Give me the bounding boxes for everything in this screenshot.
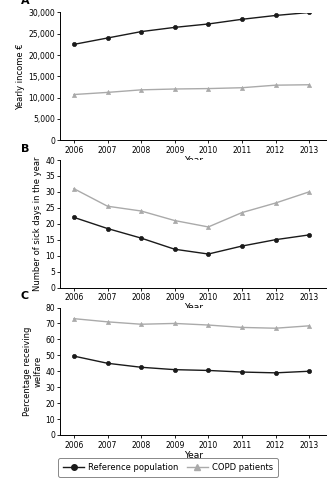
Text: B: B — [21, 144, 29, 154]
Y-axis label: Percentage receiving
welfare: Percentage receiving welfare — [23, 326, 42, 416]
X-axis label: Year: Year — [184, 304, 203, 312]
X-axis label: Year: Year — [184, 451, 203, 460]
Text: C: C — [21, 291, 29, 301]
Legend: Reference population, COPD patients: Reference population, COPD patients — [58, 458, 278, 477]
X-axis label: Year: Year — [184, 156, 203, 165]
Y-axis label: Number of sick days in the year: Number of sick days in the year — [33, 156, 42, 291]
Y-axis label: Yearly income €: Yearly income € — [16, 43, 26, 110]
Text: A: A — [21, 0, 29, 6]
